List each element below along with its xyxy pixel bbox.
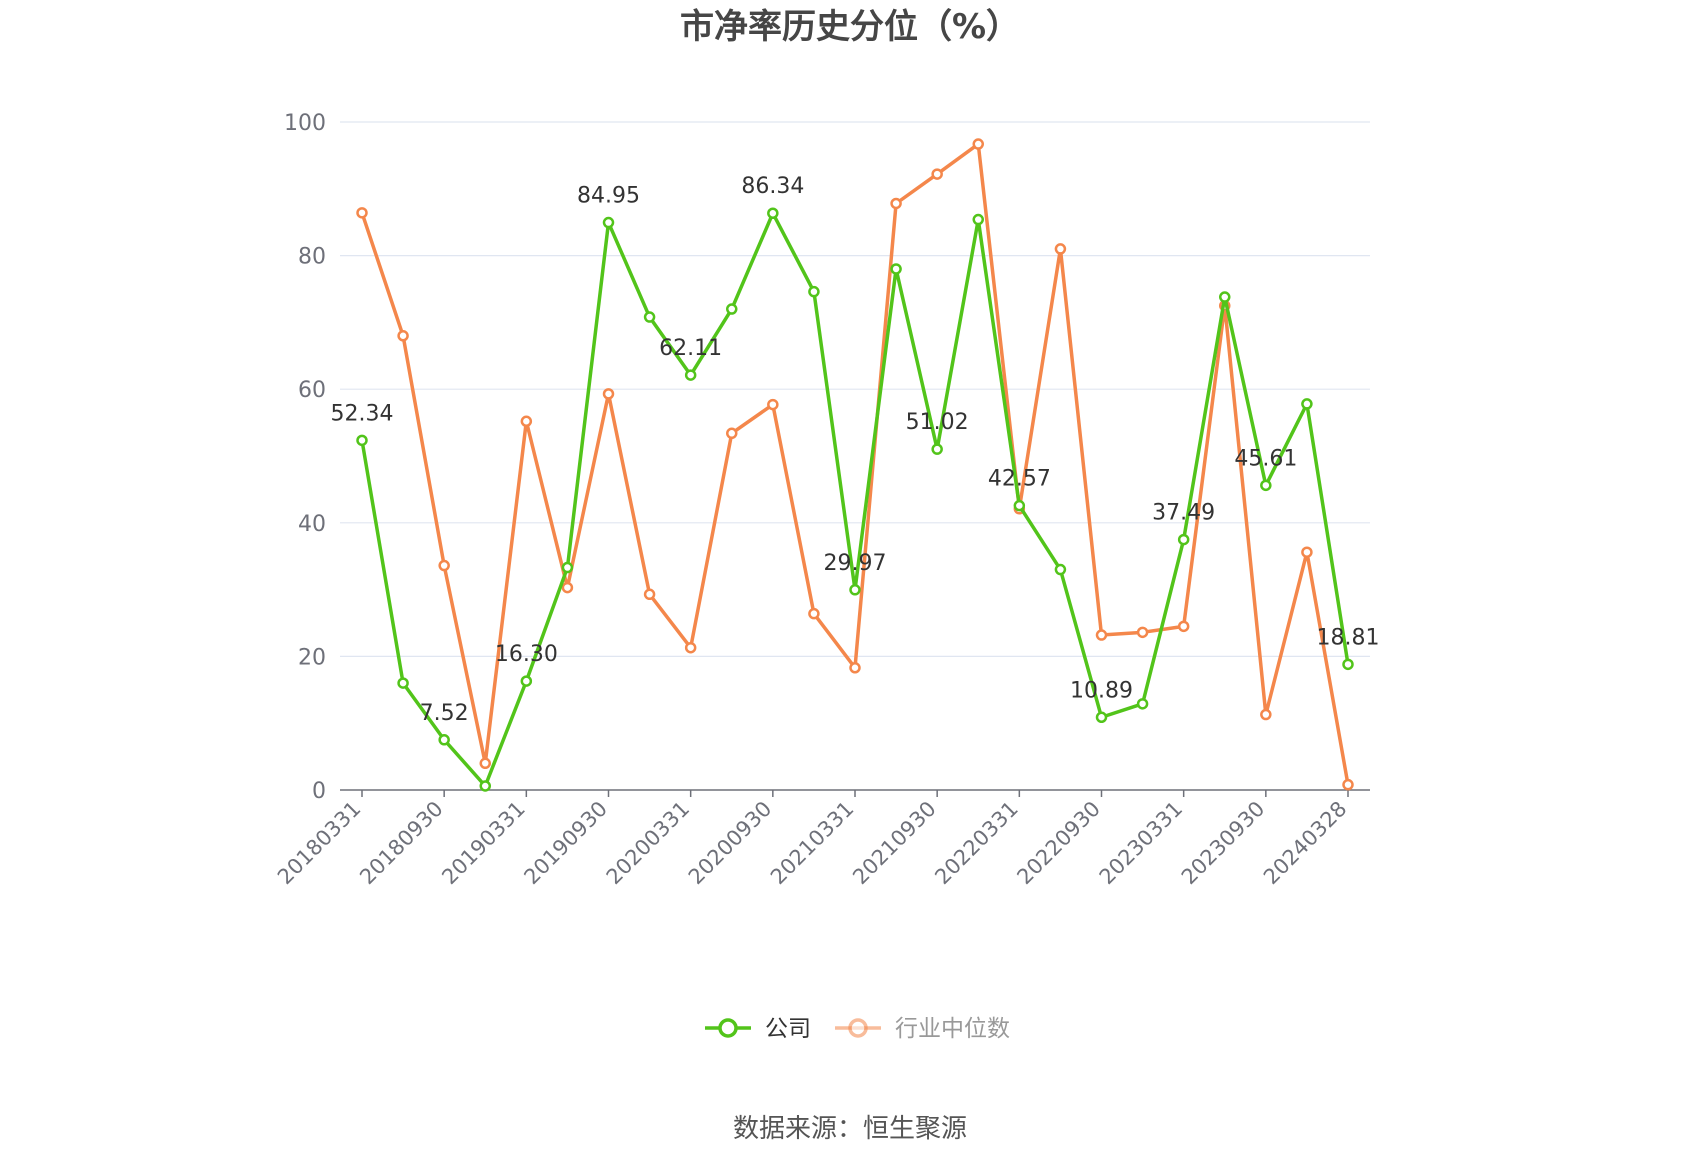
data-point <box>1342 658 1354 671</box>
data-point <box>1260 708 1272 721</box>
data-point <box>972 213 984 226</box>
legend[interactable]: 公司 行业中位数 <box>705 1016 1010 1042</box>
legend-label: 公司 <box>765 1016 811 1042</box>
data-point <box>1136 698 1149 710</box>
data-point <box>849 662 861 674</box>
data-point <box>1219 291 1231 303</box>
x-tick-label: 20180930 <box>355 797 448 890</box>
x-tick-label: 20190930 <box>519 797 612 890</box>
data-point <box>1260 479 1272 492</box>
x-tick-label: 20200930 <box>684 797 777 890</box>
data-label: 51.02 <box>906 410 969 435</box>
x-tick-label: 20240328 <box>1259 797 1352 890</box>
series-layer <box>356 138 1354 792</box>
data-point <box>1301 398 1313 410</box>
data-label: 37.49 <box>1152 501 1215 526</box>
x-tick-label: 20230930 <box>1177 797 1270 890</box>
x-tick-label: 20180331 <box>273 797 366 890</box>
data-point <box>808 285 820 298</box>
x-tick-label: 20190331 <box>437 797 530 890</box>
data-point <box>520 675 533 687</box>
legend-item-1[interactable]: 行业中位数 <box>835 1016 1010 1042</box>
data-point <box>397 677 409 689</box>
data-point <box>479 780 491 792</box>
data-point <box>890 197 902 210</box>
data-label: 10.89 <box>1070 678 1133 703</box>
y-tick-label: 100 <box>284 111 326 136</box>
data-point <box>1013 499 1026 512</box>
data-point <box>1095 711 1108 724</box>
data-label: 16.30 <box>495 642 558 667</box>
x-tick-label: 20210930 <box>848 797 941 890</box>
data-point <box>1342 778 1354 791</box>
chart-title: 市净率历史分位（%） <box>680 7 1020 47</box>
data-label: 42.57 <box>988 467 1051 492</box>
data-point <box>1301 546 1313 558</box>
data-point <box>931 443 943 455</box>
data-point <box>1095 629 1108 641</box>
data-label: 86.34 <box>741 174 804 199</box>
data-point <box>1136 626 1149 639</box>
x-tick-label: 20200331 <box>602 797 695 890</box>
y-tick-label: 20 <box>298 645 326 670</box>
data-point <box>561 561 574 574</box>
y-tick-label: 0 <box>312 779 326 804</box>
data-point <box>890 263 902 275</box>
data-point <box>643 588 656 601</box>
data-point <box>972 138 984 150</box>
data-point <box>808 607 820 620</box>
y-tick-label: 80 <box>298 245 326 270</box>
data-point <box>1054 243 1067 255</box>
data-point <box>397 330 409 342</box>
data-label: 52.34 <box>331 401 394 426</box>
legend-item-0[interactable]: 公司 <box>705 1016 811 1042</box>
data-label-layer: 52.34 7.52 16.30 84.95 62.11 86.34 29.97 51.02 4… <box>331 174 1380 726</box>
legend-label: 行业中位数 <box>895 1016 1010 1042</box>
data-point <box>684 369 697 381</box>
data-point <box>479 757 491 770</box>
data-label: 84.95 <box>577 184 640 209</box>
data-point <box>602 388 615 400</box>
data-point <box>684 641 697 654</box>
data-point <box>438 734 450 746</box>
data-label: 7.52 <box>420 701 469 726</box>
x-tick-label: 20220331 <box>930 797 1023 890</box>
data-point <box>602 216 615 229</box>
x-tick-label: 20210331 <box>766 797 859 890</box>
data-point <box>767 207 779 219</box>
series-line-1 <box>360 142 1350 785</box>
legend-marker <box>718 1018 738 1038</box>
data-label: 45.61 <box>1234 446 1297 471</box>
data-point <box>520 415 533 428</box>
data-point <box>356 207 368 219</box>
y-tick-label: 60 <box>298 378 326 403</box>
x-tick-label: 20230331 <box>1095 797 1188 890</box>
data-point <box>356 434 368 447</box>
data-point <box>438 559 450 572</box>
y-tick-label: 40 <box>298 512 326 537</box>
data-point <box>1177 533 1190 546</box>
data-label: 29.97 <box>824 551 887 576</box>
data-point <box>849 584 861 596</box>
data-source-text: 数据来源：恒生聚源 <box>733 1114 967 1144</box>
data-point <box>1054 563 1067 576</box>
legend-marker <box>848 1018 868 1038</box>
x-tick-label: 20220930 <box>1012 797 1105 890</box>
data-point <box>643 311 656 323</box>
data-point <box>726 303 738 315</box>
data-point <box>931 168 943 180</box>
data-label: 62.11 <box>659 336 722 361</box>
data-point <box>767 398 779 411</box>
data-point <box>561 581 574 594</box>
data-point <box>726 427 738 440</box>
data-point <box>1177 620 1190 633</box>
data-label: 18.81 <box>1317 625 1380 650</box>
